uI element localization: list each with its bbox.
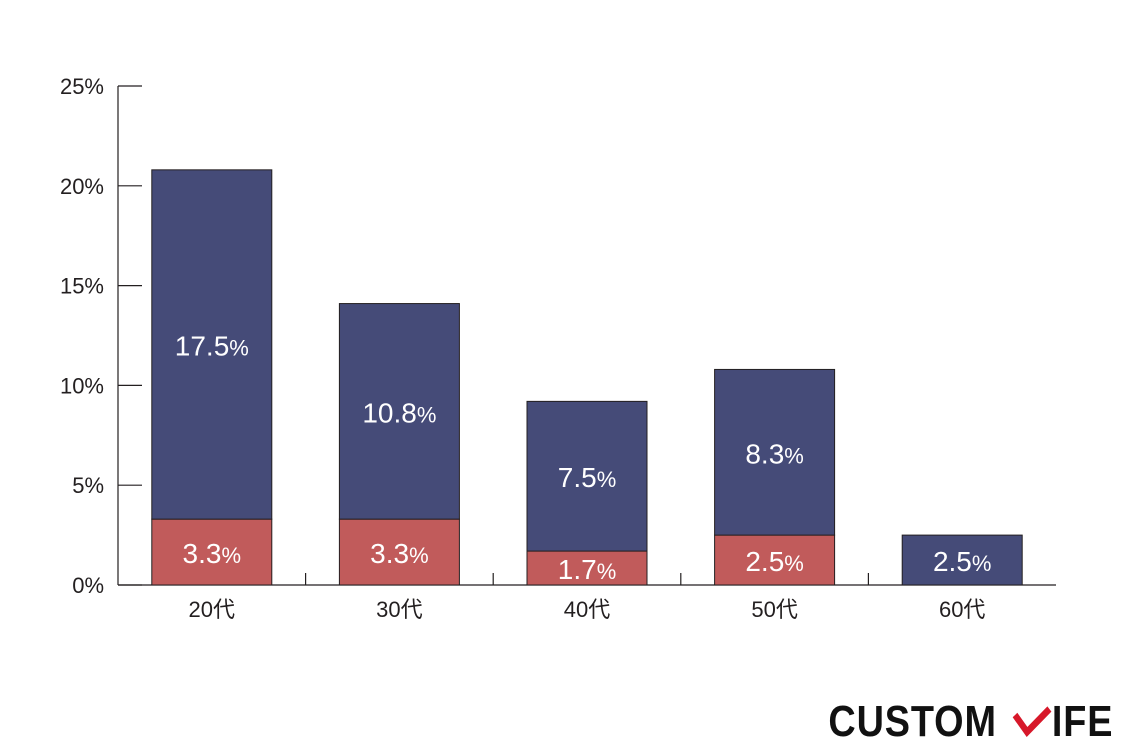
bar-1-series-1 — [338, 303, 460, 520]
chart-axes: 0% 5% 10% 15% 20% 25% — [60, 74, 1056, 598]
data-label-2-series-1: 7.5% — [558, 462, 617, 493]
custom-life-logo: CUSTOM IFE — [828, 697, 1113, 747]
bar-3-series-1 — [714, 368, 836, 536]
logo-text-left: CUSTOM — [828, 697, 997, 746]
x-category-label-2: 40代 — [564, 597, 610, 622]
data-label-0-series-0: 3.3% — [183, 538, 242, 569]
y-tick-label-5: 25% — [60, 74, 104, 99]
x-category-label-4: 60代 — [939, 597, 985, 622]
bar-3-series-0 — [714, 534, 836, 586]
logo-text-right: IFE — [1051, 697, 1113, 746]
bar-2-series-1 — [526, 400, 648, 552]
x-category-label-3: 50代 — [751, 597, 797, 622]
x-category-label-1: 30代 — [376, 597, 422, 622]
chart-bars — [151, 169, 1023, 586]
bar-4-series-1 — [901, 534, 1023, 586]
data-label-0-series-1: 17.5% — [175, 330, 249, 361]
data-label-1-series-1: 10.8% — [362, 397, 436, 428]
y-tick-label-1: 5% — [72, 473, 104, 498]
x-category-label-0: 20代 — [189, 597, 235, 622]
bar-1-series-0 — [338, 518, 460, 586]
y-tick-label-3: 15% — [60, 274, 104, 299]
chart-labels: 3.3% 17.5% 20代 3.3% 10.8% 30代 1.7% 7.5% 40代 2.5% 8… — [175, 330, 992, 622]
data-label-4-series-1: 2.5% — [933, 546, 992, 577]
bar-2-series-0 — [526, 550, 648, 586]
data-label-1-series-0: 3.3% — [370, 538, 429, 569]
bar-0-series-1 — [151, 169, 273, 520]
y-tick-label-2: 10% — [60, 373, 104, 398]
data-label-3-series-0: 2.5% — [745, 546, 804, 577]
red-check-mark-icon — [1012, 706, 1051, 738]
y-tick-label-0: 0% — [72, 573, 104, 598]
data-label-2-series-0: 1.7% — [558, 554, 617, 585]
y-tick-label-4: 20% — [60, 174, 104, 199]
data-label-3-series-1: 8.3% — [745, 438, 804, 469]
bar-0-series-0 — [151, 518, 273, 586]
